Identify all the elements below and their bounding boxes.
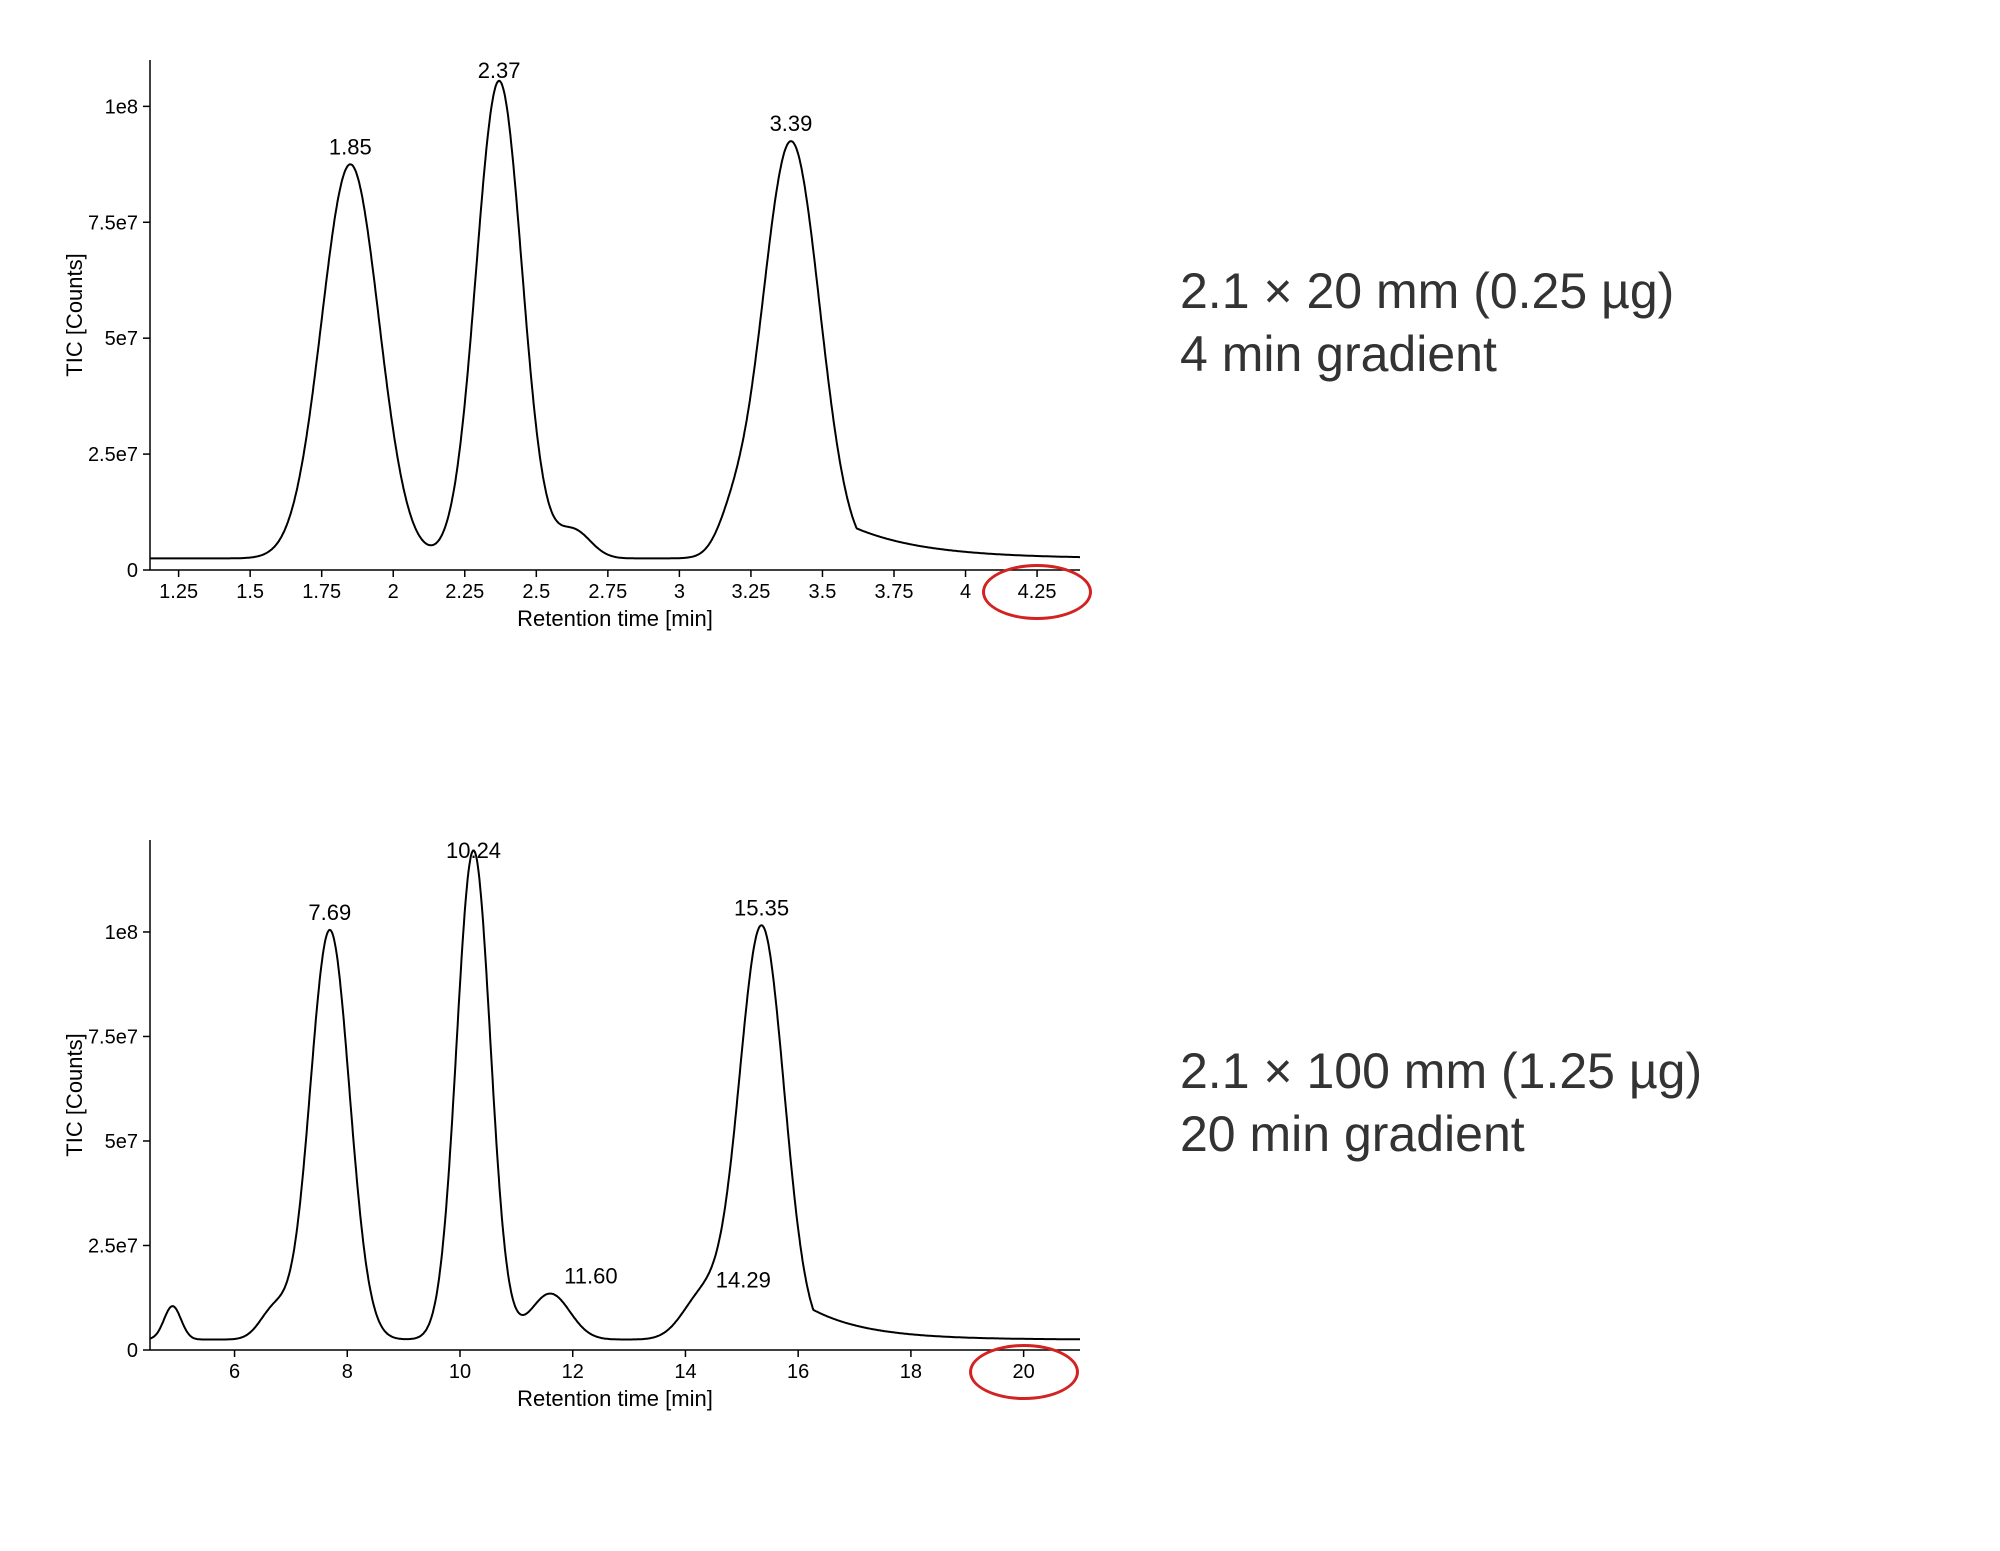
svg-text:3.75: 3.75 <box>875 581 914 603</box>
peak-label: 1.85 <box>329 134 372 159</box>
svg-text:3.25: 3.25 <box>731 581 770 603</box>
svg-text:6: 6 <box>229 1361 240 1383</box>
svg-text:2.5: 2.5 <box>522 581 550 603</box>
svg-text:3: 3 <box>674 581 685 603</box>
svg-text:5e7: 5e7 <box>105 328 138 350</box>
peak-label: 15.35 <box>734 896 789 921</box>
annotation-top-line1: 2.1 × 20 mm (0.25 µg) <box>1180 260 1674 323</box>
peak-label: 10.24 <box>446 838 501 863</box>
svg-text:2.75: 2.75 <box>588 581 627 603</box>
svg-text:10: 10 <box>449 1361 471 1383</box>
peak-label: 2.37 <box>478 58 521 83</box>
chromatogram-top: 1.251.51.7522.252.52.7533.253.53.7544.25… <box>60 20 1100 640</box>
annotation-bottom: 2.1 × 100 mm (1.25 µg) 20 min gradient <box>1180 1040 1702 1165</box>
chromatogram-bottom: 6810121416182002.5e75e77.5e71e8Retention… <box>60 800 1100 1420</box>
svg-text:18: 18 <box>900 1361 922 1383</box>
svg-text:8: 8 <box>342 1361 353 1383</box>
svg-text:1.25: 1.25 <box>159 581 198 603</box>
annotation-bottom-line2: 20 min gradient <box>1180 1103 1702 1166</box>
svg-text:1e8: 1e8 <box>105 96 138 118</box>
svg-text:7.5e7: 7.5e7 <box>88 212 138 234</box>
svg-text:14: 14 <box>674 1361 696 1383</box>
svg-text:12: 12 <box>562 1361 584 1383</box>
svg-text:1e8: 1e8 <box>105 922 138 944</box>
annotation-top-line2: 4 min gradient <box>1180 323 1674 386</box>
svg-text:0: 0 <box>127 560 138 582</box>
tic-trace <box>150 81 1080 559</box>
svg-text:2.5e7: 2.5e7 <box>88 444 138 466</box>
peak-label: 11.60 <box>564 1264 617 1289</box>
svg-text:1.5: 1.5 <box>236 581 264 603</box>
svg-text:2.5e7: 2.5e7 <box>88 1235 138 1257</box>
annotation-bottom-line1: 2.1 × 100 mm (1.25 µg) <box>1180 1040 1702 1103</box>
svg-text:5e7: 5e7 <box>105 1131 138 1153</box>
svg-text:2.25: 2.25 <box>445 581 484 603</box>
svg-text:TIC [Counts]: TIC [Counts] <box>62 1033 87 1156</box>
svg-text:Retention time [min]: Retention time [min] <box>517 1386 713 1411</box>
svg-text:TIC [Counts]: TIC [Counts] <box>62 253 87 376</box>
svg-text:7.5e7: 7.5e7 <box>88 1026 138 1048</box>
svg-text:3.5: 3.5 <box>809 581 837 603</box>
svg-text:2: 2 <box>388 581 399 603</box>
svg-text:1.75: 1.75 <box>302 581 341 603</box>
svg-text:0: 0 <box>127 1340 138 1362</box>
svg-text:16: 16 <box>787 1361 809 1383</box>
annotation-top: 2.1 × 20 mm (0.25 µg) 4 min gradient <box>1180 260 1674 385</box>
peak-label: 14.29 <box>716 1268 771 1293</box>
svg-text:Retention time [min]: Retention time [min] <box>517 606 713 631</box>
peak-label: 3.39 <box>770 111 813 136</box>
highlight-ellipse-bottom <box>969 1344 1079 1400</box>
svg-text:4: 4 <box>960 581 971 603</box>
peak-label: 7.69 <box>308 900 351 925</box>
highlight-ellipse-top <box>982 564 1092 620</box>
